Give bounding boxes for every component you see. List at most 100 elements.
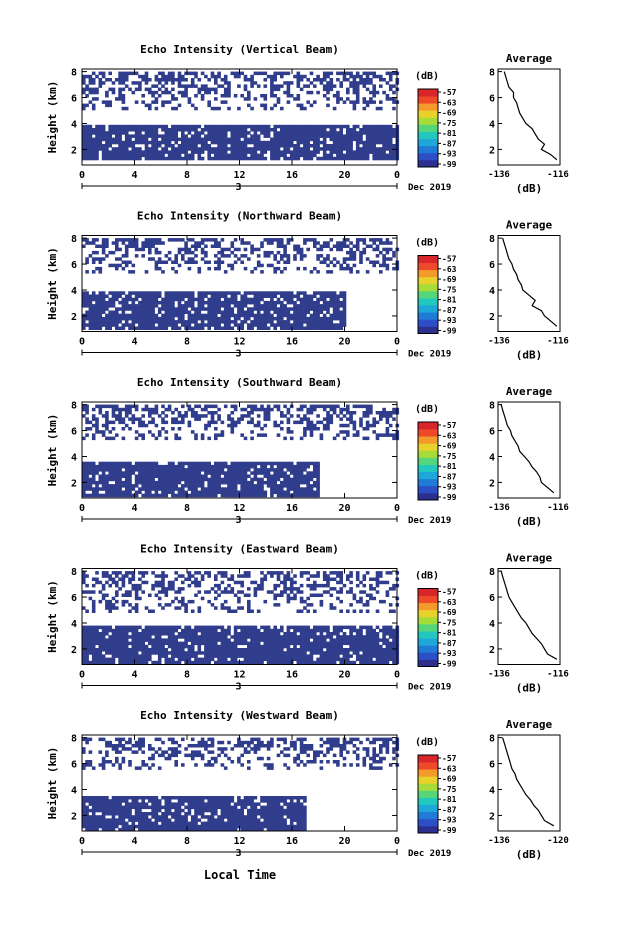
y-tick-label: 6 [71, 260, 77, 271]
y-tick-label: 4 [71, 619, 77, 630]
y-tick-label: 2 [71, 145, 77, 156]
panel-title: Echo Intensity (Northward Beam) [137, 210, 342, 223]
beam-panel: Echo Intensity (Southward Beam) 2 4 6 8 Heigh… [46, 376, 569, 528]
average-x-tick-label: -136 [488, 836, 510, 846]
y-tick-label: 2 [71, 811, 77, 822]
y-axis-label: Height (km) [46, 747, 59, 820]
y-tick-label: 2 [71, 645, 77, 656]
colorbar-tick-label: -69 [442, 775, 457, 784]
echo-layer [82, 461, 320, 498]
colorbar [417, 588, 439, 667]
average-x-tick-label: -136 [488, 670, 510, 680]
x-tick-label: 20 [338, 503, 350, 514]
colorbar-unit: (dB) [415, 71, 439, 82]
x-tick-label: 0 [394, 836, 400, 847]
echo-layer [82, 737, 400, 770]
colorbar-tick-label: -93 [442, 150, 457, 159]
average-y-tick-label: 4 [489, 619, 495, 630]
panel-title: Echo Intensity (Eastward Beam) [140, 543, 339, 556]
colorbar-segment [418, 602, 438, 611]
y-axis-label: Height (km) [46, 580, 59, 653]
colorbar-segment [418, 298, 438, 306]
colorbar-tick-label: -87 [442, 639, 457, 648]
colorbar-tick-label: -99 [442, 160, 457, 169]
colorbar-segment [418, 110, 438, 118]
colorbar-segment [418, 159, 438, 168]
average-x-label: (dB) [516, 515, 543, 528]
average-frame [497, 568, 561, 665]
colorbar-segment [418, 776, 438, 784]
colorbar-segment [418, 616, 438, 625]
average-x-tick-label: -116 [547, 670, 569, 680]
average-x-label: (dB) [516, 349, 543, 362]
average-y-tick-label: 6 [489, 94, 495, 105]
colorbar-segment [418, 623, 438, 632]
colorbar-tick-label: -87 [442, 306, 457, 315]
colorbar-tick-label: -57 [442, 588, 457, 597]
x-tick-label: 8 [184, 170, 190, 181]
colorbar-segment [418, 485, 438, 494]
colorbar-unit: (dB) [415, 404, 439, 415]
x-tick-label: 12 [233, 503, 245, 514]
colorbar [417, 754, 439, 834]
colorbar-segment [418, 659, 438, 667]
colorbar [417, 421, 439, 501]
colorbar-unit: (dB) [415, 571, 439, 582]
colorbar-segment [418, 131, 438, 140]
x-tick-label: 0 [79, 170, 85, 181]
average-y-tick-label: 2 [489, 312, 495, 323]
colorbar-segment [418, 422, 438, 430]
colorbar-segment [418, 117, 438, 125]
colorbar-segment [418, 429, 438, 437]
colorbar-segment [418, 152, 438, 161]
y-tick-label: 4 [71, 119, 77, 130]
colorbar-segment [418, 457, 438, 465]
colorbar-segment [418, 645, 438, 653]
average-frame [497, 734, 561, 832]
echo-layer [82, 571, 400, 613]
colorbar-tick-label: -93 [442, 649, 457, 658]
x-tick-label: 0 [79, 337, 85, 348]
x-tick-label: 0 [79, 670, 85, 681]
panel-title: Echo Intensity (Westward Beam) [140, 709, 339, 722]
colorbar-tick-label: -99 [442, 660, 457, 669]
date-tick-label: 3 [235, 349, 241, 360]
average-y-tick-label: 8 [489, 401, 495, 412]
average-x-label: (dB) [516, 848, 543, 861]
x-tick-label: 4 [131, 670, 137, 681]
x-tick-label: 12 [233, 337, 245, 348]
colorbar-segment [418, 450, 438, 458]
average-x-tick-label: -120 [547, 836, 569, 846]
colorbar-segment [418, 145, 438, 154]
x-tick-label: 4 [131, 836, 137, 847]
colorbar [417, 88, 439, 168]
beam-panel: Echo Intensity (Northward Beam) 2 4 6 8 Heigh… [46, 210, 569, 362]
y-tick-label: 8 [71, 567, 77, 578]
x-tick-label: 4 [131, 503, 137, 514]
x-tick-label: 20 [338, 670, 350, 681]
colorbar-tick-label: -75 [442, 452, 457, 461]
colorbar-segment [418, 276, 438, 285]
colorbar-segment [418, 443, 438, 451]
average-title: Average [506, 718, 553, 731]
echo-layer [82, 404, 400, 441]
x-tick-label: 20 [338, 337, 350, 348]
y-tick-label: 8 [71, 401, 77, 412]
date-tick-label: 3 [235, 848, 241, 859]
average-y-tick-label: 6 [489, 427, 495, 438]
colorbar-tick-label: -63 [442, 265, 457, 274]
colorbar-tick-label: -57 [442, 421, 457, 430]
colorbar-segment [418, 652, 438, 660]
average-x-label: (dB) [516, 182, 543, 195]
echo-layer [82, 291, 347, 330]
colorbar-segment [418, 478, 438, 487]
colorbar-tick-label: -63 [442, 764, 457, 773]
colorbar-tick-label: -99 [442, 493, 457, 502]
colorbar-segment [418, 804, 438, 813]
colorbar-segment [418, 492, 438, 501]
average-y-tick-label: 8 [489, 734, 495, 745]
colorbar-tick-label: -75 [442, 785, 457, 794]
colorbar-tick-label: -87 [442, 805, 457, 814]
colorbar-segment [418, 471, 438, 480]
average-title: Average [506, 385, 553, 398]
